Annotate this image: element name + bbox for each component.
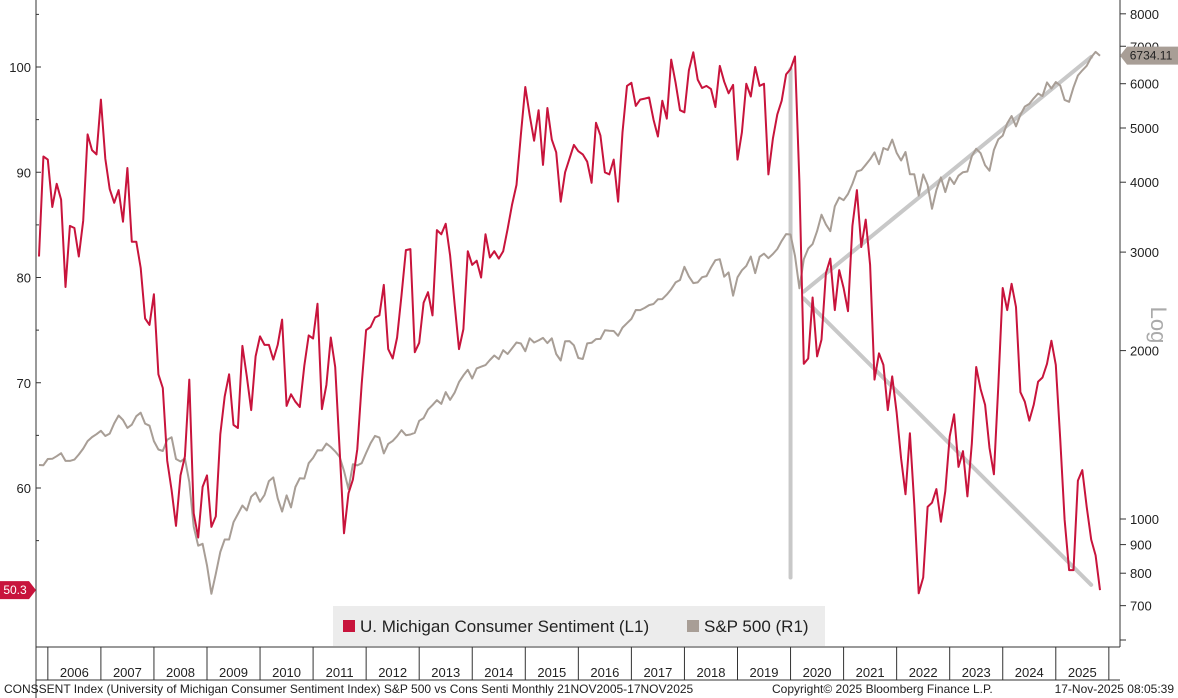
sp500-last-value-label: 6734.11 bbox=[1130, 49, 1173, 63]
legend: U. Michigan Consumer Sentiment (L1) S&P … bbox=[333, 606, 825, 646]
sentiment-series-line bbox=[38, 51, 1101, 595]
year-label: 2007 bbox=[113, 665, 142, 680]
right-tick-label: 4000 bbox=[1130, 175, 1159, 190]
right-axis-scale-label: Log bbox=[1146, 307, 1171, 344]
x-axis-layer: 2006 2007 2008 2009 2010 2011 2012 2013 2014 2015… bbox=[35, 647, 1120, 698]
left-tick-label: 80 bbox=[17, 271, 31, 286]
right-tick-label: 900 bbox=[1130, 538, 1152, 553]
right-tick-label: 8000 bbox=[1130, 7, 1159, 22]
year-label: 2020 bbox=[803, 665, 832, 680]
legend-label-sp500: S&P 500 (R1) bbox=[704, 617, 809, 636]
left-tick-label: 100 bbox=[9, 60, 31, 75]
year-label: 2017 bbox=[643, 665, 672, 680]
year-label: 2008 bbox=[166, 665, 195, 680]
right-tick-label: 5000 bbox=[1130, 121, 1159, 136]
year-label: 2022 bbox=[909, 665, 938, 680]
year-label: 2006 bbox=[60, 665, 89, 680]
year-label: 2015 bbox=[537, 665, 566, 680]
year-label: 2013 bbox=[431, 665, 460, 680]
footer-timestamp: 17-Nov-2025 08:05:39 bbox=[1055, 682, 1175, 696]
footer-copyright: Copyright© 2025 Bloomberg Finance L.P. bbox=[772, 682, 993, 696]
sentiment-last-value-label: 50.3 bbox=[3, 583, 27, 597]
trend-line-1 bbox=[801, 296, 1094, 587]
value-flags-layer: 50.3 6734.11 bbox=[0, 46, 1178, 600]
right-tick-label: 2000 bbox=[1130, 344, 1159, 359]
right-tick-label: 1000 bbox=[1130, 512, 1159, 527]
year-label: 2016 bbox=[590, 665, 619, 680]
year-label: 2011 bbox=[326, 665, 354, 680]
left-tick-label: 60 bbox=[17, 481, 31, 496]
sentiment-last-value-flag bbox=[0, 581, 36, 600]
legend-swatch-sp500 bbox=[687, 620, 699, 632]
axes-layer: 60 70 80 90 100 700 800 900 1000 2000 3000 4000 5000… bbox=[9, 0, 1159, 648]
right-tick-label: 800 bbox=[1130, 566, 1152, 581]
year-label: 2018 bbox=[697, 665, 726, 680]
legend-background bbox=[333, 606, 825, 646]
legend-swatch-sentiment bbox=[343, 620, 355, 632]
year-label: 2025 bbox=[1068, 665, 1097, 680]
year-label: 2019 bbox=[750, 665, 779, 680]
year-label: 2009 bbox=[219, 665, 248, 680]
right-tick-label: 700 bbox=[1130, 599, 1152, 614]
sp500-last-value-flag bbox=[1120, 46, 1178, 65]
year-label: 2024 bbox=[1015, 665, 1044, 680]
sp500-series-line bbox=[38, 50, 1101, 595]
year-label: 2012 bbox=[378, 665, 407, 680]
year-label: 2014 bbox=[484, 665, 513, 680]
year-label: 2010 bbox=[272, 665, 301, 680]
left-tick-label: 90 bbox=[17, 165, 31, 180]
left-tick-label: 70 bbox=[17, 376, 31, 391]
series-layer bbox=[38, 50, 1101, 595]
right-tick-label: 6000 bbox=[1130, 77, 1159, 92]
year-label: 2021 bbox=[856, 665, 885, 680]
year-label: 2023 bbox=[962, 665, 991, 680]
right-tick-label: 3000 bbox=[1130, 245, 1159, 260]
footer-source: CONSSENT Index (University of Michigan C… bbox=[4, 682, 694, 696]
legend-label-sentiment: U. Michigan Consumer Sentiment (L1) bbox=[360, 617, 649, 636]
